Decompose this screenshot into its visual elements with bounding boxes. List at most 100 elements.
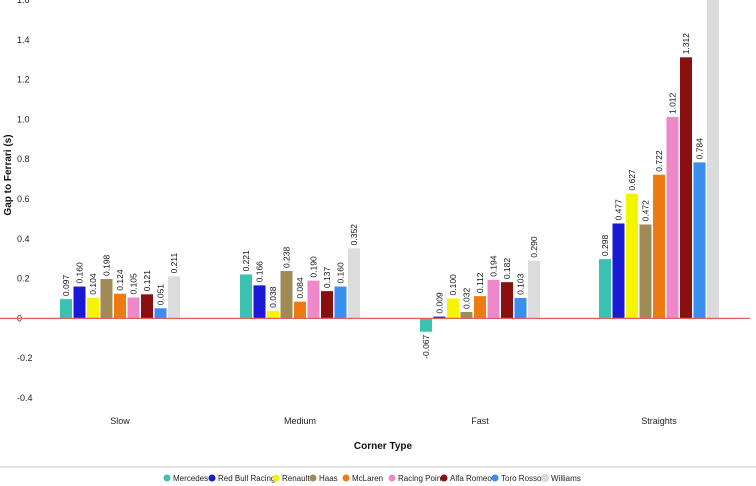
value-label: 0.211 [169, 252, 179, 273]
bar [154, 308, 167, 319]
bar [528, 260, 540, 319]
bar [127, 297, 140, 319]
category-label: Slow [110, 416, 130, 426]
legend-label: Alfa Romeo [450, 474, 492, 483]
y-tick-label: 0.4 [17, 234, 30, 244]
value-label: 0.051 [156, 284, 166, 306]
bar [501, 282, 513, 319]
legend-label: Mercedes [173, 474, 208, 483]
bar [87, 297, 99, 319]
bar [253, 285, 266, 319]
legend-swatch [440, 474, 448, 482]
bar [487, 279, 500, 319]
x-axis-title: Corner Type [354, 441, 413, 452]
value-label: 0.352 [349, 224, 359, 246]
value-label: 0.009 [435, 292, 445, 314]
value-label: 0.627 [627, 169, 637, 191]
value-label: 0.221 [241, 250, 251, 272]
legend-swatch [491, 474, 499, 482]
value-label: 0.194 [489, 255, 499, 277]
legend-swatch [163, 474, 171, 482]
legend-label: Toro Rosso [501, 474, 542, 483]
value-label: 0.190 [309, 256, 319, 278]
bar [334, 286, 347, 319]
value-label: 0.104 [88, 273, 98, 295]
value-label: 1.012 [668, 92, 678, 114]
value-label: 1.312 [681, 33, 691, 55]
bar [280, 271, 293, 319]
y-tick-label: 0.2 [17, 274, 30, 284]
value-label: 0.105 [129, 273, 139, 295]
y-tick-label: 1.0 [17, 114, 30, 124]
legend-item: Alfa Romeo [440, 474, 492, 483]
legend-item: Williams [541, 474, 581, 483]
y-tick-label: -0.2 [17, 353, 33, 363]
x-axis-category-labels: Slow Medium Fast Straights [110, 416, 677, 426]
value-label: 0.100 [448, 274, 458, 296]
value-label: -0.067 [421, 334, 431, 358]
bar [666, 117, 679, 319]
bar [626, 193, 638, 319]
legend-swatch [388, 474, 396, 482]
y-tick-label: 1.2 [17, 75, 30, 85]
value-label: 0.160 [75, 262, 85, 284]
legend-swatch [309, 474, 317, 482]
category-label: Medium [284, 416, 316, 426]
bar [639, 224, 652, 319]
value-label: 0.182 [502, 258, 512, 280]
category-label: Fast [471, 416, 489, 426]
bar [60, 299, 72, 319]
value-label: 0.121 [142, 270, 152, 292]
value-label: 0.084 [295, 277, 305, 299]
value-label: 0.038 [268, 286, 278, 308]
bar [73, 286, 86, 319]
bar [267, 310, 279, 319]
legend-label: Red Bull Racing [218, 474, 275, 483]
value-label: 0.298 [600, 235, 610, 257]
value-label: 0.472 [641, 200, 651, 222]
legend-item: Haas [309, 474, 338, 483]
bar [168, 276, 180, 319]
bar [321, 291, 333, 319]
legend: Mercedes Red Bull Racing Renault Haas McLare… [163, 474, 581, 483]
value-label: 0.103 [516, 273, 526, 295]
bar [420, 318, 432, 332]
y-tick-label: 1.4 [17, 35, 30, 45]
bar [348, 248, 360, 319]
bar [307, 280, 320, 319]
legend-item: McLaren [342, 474, 383, 483]
y-tick-label: -0.4 [17, 393, 33, 403]
legend-label: Renault [282, 474, 310, 483]
value-labels: 0.097 0.221 -0.067 0.298 0.160 0.166 0.009 0.47… [61, 33, 705, 359]
bar [433, 316, 446, 319]
bar [599, 259, 611, 319]
bar [240, 274, 252, 319]
bar [460, 312, 473, 319]
value-label: 0.137 [322, 267, 332, 289]
bar [447, 298, 459, 319]
legend-item: Renault [272, 474, 310, 483]
value-label: 0.166 [255, 261, 265, 283]
legend-label: Haas [319, 474, 338, 483]
legend-item: Red Bull Racing [208, 474, 275, 483]
legend-label: McLaren [352, 474, 383, 483]
bar [514, 297, 527, 319]
y-axis-ticks: -0.4-0.200.20.40.60.81.01.21.41.6 [17, 0, 33, 403]
bar [114, 293, 126, 319]
value-label: 0.032 [462, 287, 472, 309]
y-tick-label: 0.6 [17, 194, 30, 204]
bar [707, 0, 719, 319]
value-label: 0.290 [529, 236, 539, 258]
y-tick-label: 0.8 [17, 154, 30, 164]
value-label: 0.112 [475, 272, 485, 293]
value-label: 0.124 [115, 269, 125, 291]
legend-item: Racing Point [388, 474, 444, 483]
legend-item: Toro Rosso [491, 474, 542, 483]
legend-swatch [272, 474, 280, 482]
legend-label: Williams [551, 474, 581, 483]
bar [294, 301, 306, 319]
value-label: 0.160 [336, 262, 346, 284]
legend-item: Mercedes [163, 474, 208, 483]
